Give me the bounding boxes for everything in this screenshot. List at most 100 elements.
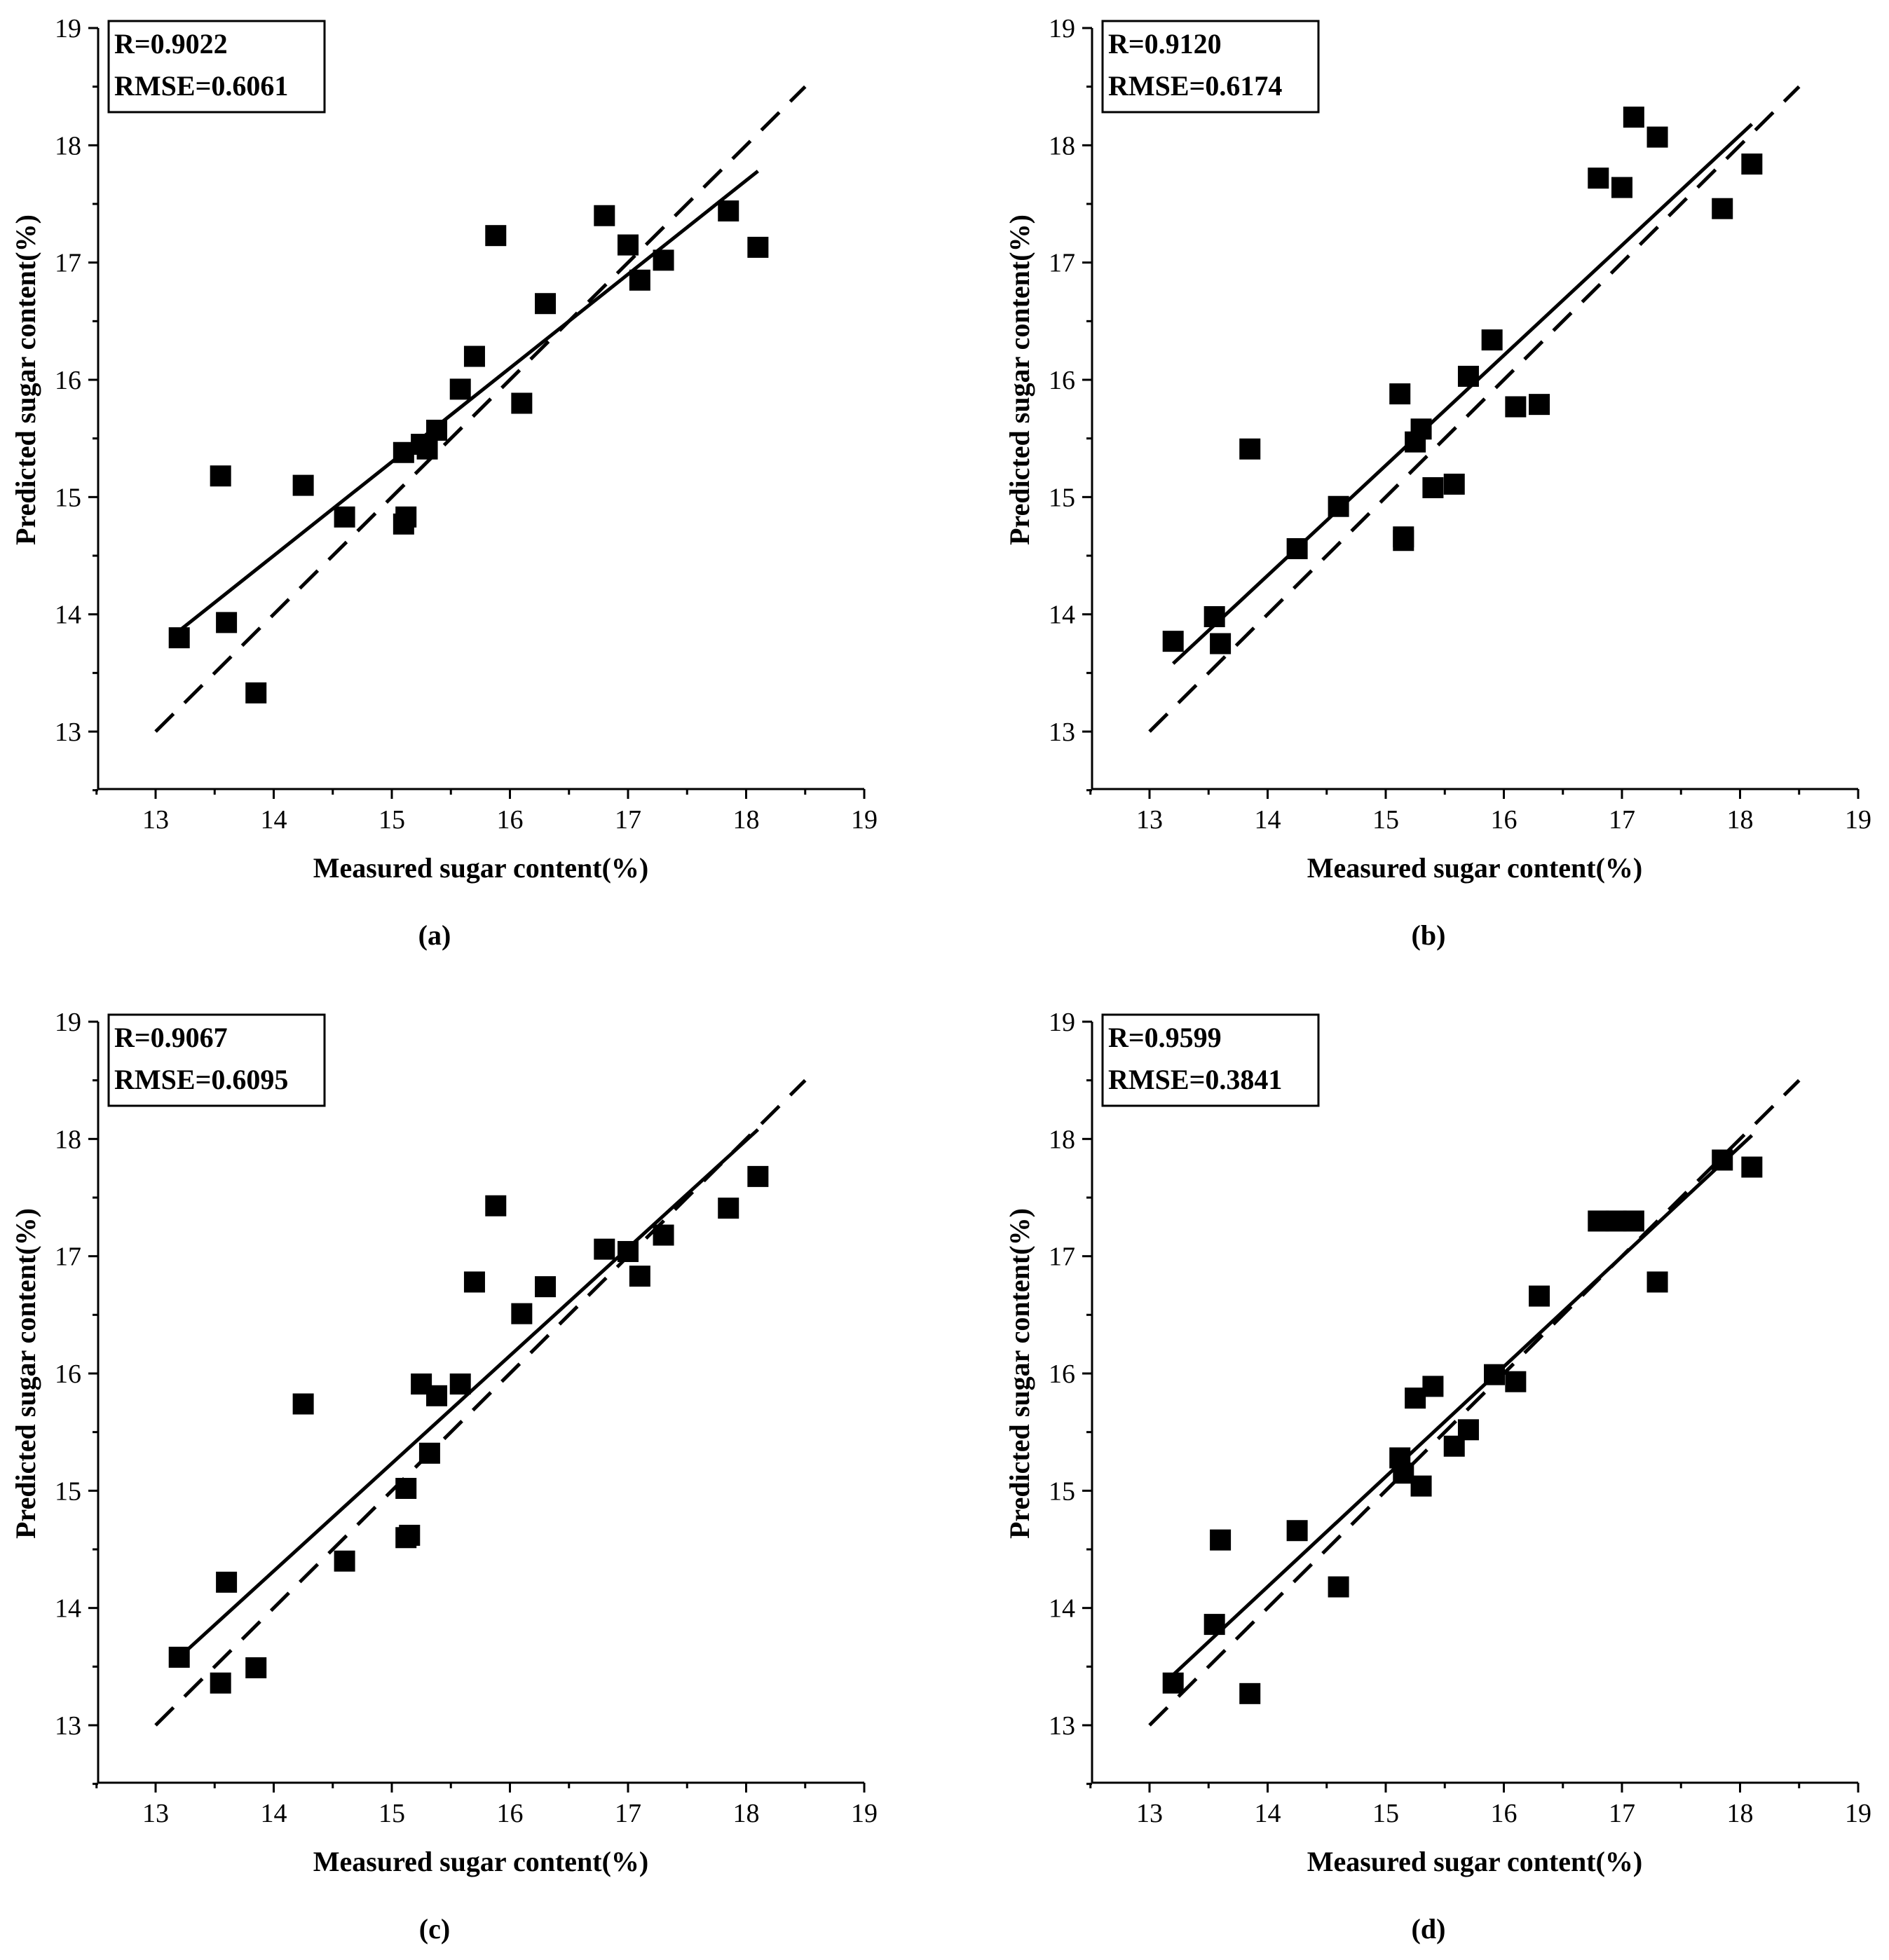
- x-tick-label: 17: [1609, 1799, 1635, 1828]
- data-point: [629, 269, 650, 291]
- x-tick-label: 13: [1136, 1799, 1163, 1828]
- fit-line: [1171, 123, 1754, 665]
- y-axis-label: Predicted sugar content(%): [10, 1208, 41, 1539]
- data-point: [1741, 153, 1763, 175]
- x-tick-label: 15: [379, 1799, 405, 1828]
- y-tick-label: 19: [1049, 14, 1075, 43]
- y-tick-label: 15: [1049, 1476, 1075, 1506]
- data-point: [399, 1524, 421, 1546]
- data-point: [210, 465, 231, 487]
- data-point: [1410, 1475, 1432, 1497]
- stats-box: [107, 20, 326, 114]
- data-point: [1623, 107, 1644, 128]
- x-axis-label: Measured sugar content(%): [313, 1846, 648, 1877]
- x-tick-label: 17: [615, 805, 641, 835]
- data-point: [245, 1657, 267, 1679]
- scatter-panel-4: 13 14 15 16 17 18 19 13 14 15 16 17 18 19 Measured sug…: [1004, 1008, 1871, 1945]
- data-point: [535, 293, 557, 315]
- y-tick-label: 13: [55, 1711, 81, 1741]
- y-axis-label: Predicted sugar content(%): [1004, 1208, 1035, 1539]
- stat-r: R=0.9067: [114, 1022, 228, 1053]
- data-point: [416, 438, 438, 460]
- data-point: [1239, 1683, 1261, 1704]
- x-axis-label: Measured sugar content(%): [313, 852, 648, 884]
- data-point: [1588, 167, 1609, 189]
- data-point: [747, 1165, 769, 1187]
- data-point: [1646, 1271, 1668, 1293]
- data-point: [1588, 1210, 1609, 1232]
- data-point: [1646, 126, 1668, 148]
- y-tick-label: 14: [1049, 1594, 1075, 1624]
- y-tick-label: 13: [1049, 718, 1075, 747]
- y-tick-label: 14: [1049, 601, 1075, 630]
- stat-r: R=0.9022: [114, 28, 228, 60]
- data-point: [1162, 631, 1184, 652]
- x-tick-label: 15: [379, 805, 405, 835]
- x-tick-label: 19: [851, 1799, 878, 1828]
- y-tick-label: 15: [55, 1476, 81, 1506]
- y-tick-label: 16: [1049, 366, 1075, 395]
- y-axis-label: Predicted sugar content(%): [1004, 214, 1035, 545]
- fit-line: [178, 170, 759, 633]
- x-tick-label: 13: [142, 805, 169, 835]
- stat-rmse: RMSE=0.3841: [1108, 1064, 1282, 1095]
- x-tick-label: 18: [733, 1799, 760, 1828]
- reference-line: [1148, 1078, 1801, 1727]
- data-point: [618, 1240, 639, 1262]
- data-point: [1712, 1149, 1733, 1171]
- x-tick-label: 16: [1491, 805, 1518, 835]
- data-point: [1286, 1520, 1308, 1542]
- data-point: [653, 249, 674, 271]
- stat-r: R=0.9120: [1108, 28, 1222, 60]
- y-tick-label: 17: [1049, 1242, 1075, 1272]
- data-point: [1162, 1672, 1184, 1694]
- data-point: [449, 378, 471, 400]
- data-point: [292, 474, 314, 496]
- data-point: [1529, 394, 1550, 416]
- data-point: [718, 200, 739, 222]
- x-tick-label: 14: [261, 1799, 287, 1828]
- data-point: [463, 345, 485, 367]
- data-point: [426, 1385, 448, 1406]
- y-tick-label: 13: [55, 718, 81, 747]
- x-tick-label: 19: [851, 805, 878, 835]
- data-point: [168, 1646, 190, 1668]
- data-point: [747, 236, 769, 258]
- data-point: [653, 1224, 674, 1246]
- panel-caption: (b): [1412, 919, 1446, 951]
- x-tick-label: 14: [261, 805, 287, 835]
- data-point: [1210, 1529, 1232, 1551]
- y-tick-label: 16: [55, 1359, 81, 1389]
- panel-caption: (a): [418, 919, 451, 951]
- data-point: [1286, 537, 1308, 559]
- y-tick-label: 18: [1049, 1125, 1075, 1154]
- y-tick-label: 19: [1049, 1008, 1075, 1037]
- data-point: [1410, 418, 1432, 440]
- data-point: [418, 1442, 440, 1464]
- data-point: [1393, 1462, 1414, 1484]
- x-tick-label: 16: [497, 805, 524, 835]
- x-axis-label: Measured sugar content(%): [1307, 1846, 1642, 1877]
- data-point: [168, 627, 190, 649]
- data-point: [718, 1198, 739, 1219]
- panel-caption: (c): [419, 1913, 450, 1945]
- data-point: [1481, 329, 1503, 351]
- data-point: [1422, 1376, 1444, 1397]
- data-point: [629, 1266, 650, 1287]
- data-point: [395, 1477, 417, 1499]
- x-tick-label: 14: [1255, 805, 1281, 835]
- y-tick-label: 18: [1049, 131, 1075, 160]
- x-tick-label: 15: [1372, 1799, 1399, 1828]
- scatter-panel-2: 13 14 15 16 17 18 19 13 14 15 16 17 18 19 Measured sug…: [1004, 14, 1871, 951]
- y-tick-label: 14: [55, 601, 81, 630]
- stat-rmse: RMSE=0.6174: [1108, 70, 1282, 102]
- fit-line: [1171, 1134, 1754, 1676]
- y-axis-label: Predicted sugar content(%): [10, 214, 41, 545]
- data-point: [1484, 1364, 1506, 1385]
- x-tick-label: 16: [497, 1799, 524, 1828]
- data-point: [1443, 473, 1465, 495]
- data-point: [1457, 1419, 1479, 1441]
- stat-r: R=0.9599: [1108, 1022, 1222, 1053]
- data-point: [1203, 606, 1225, 628]
- x-tick-label: 13: [142, 1799, 169, 1828]
